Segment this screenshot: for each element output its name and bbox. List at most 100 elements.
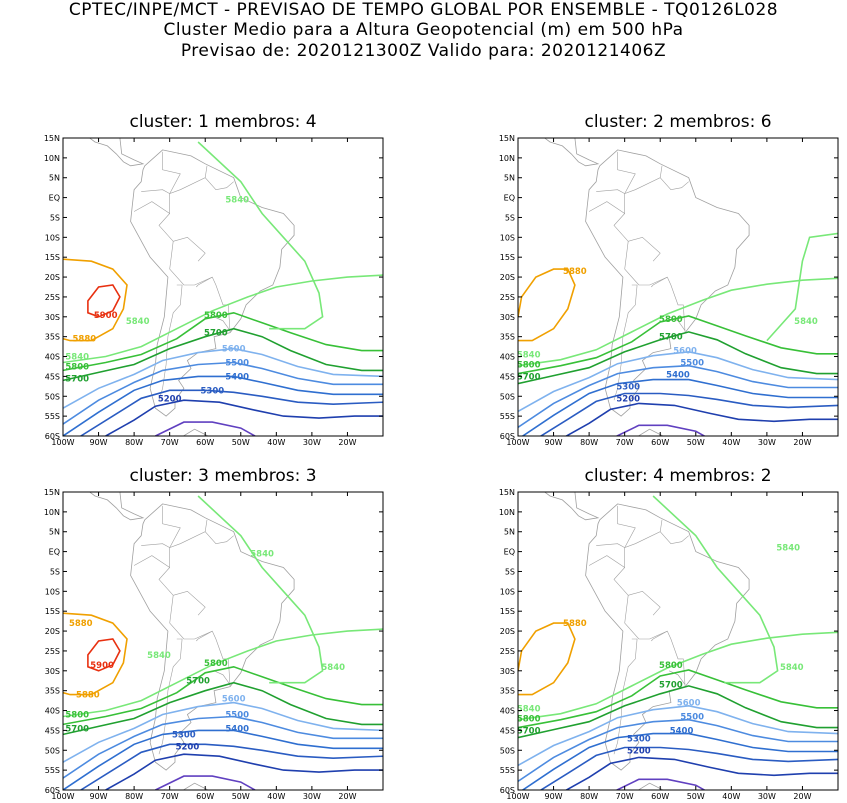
lat-tick-label: EQ — [504, 548, 515, 557]
lon-tick-label: 100W — [51, 792, 74, 801]
lat-tick-label: EQ — [49, 194, 60, 203]
contour-label: 5840 — [517, 705, 541, 715]
antarctic-peninsula-coastline — [637, 782, 664, 790]
contour-line-5300 — [80, 743, 383, 790]
contour-label: 5840 — [776, 544, 800, 554]
contour-label: 5840 — [321, 663, 345, 673]
contour-label: 5700 — [65, 724, 89, 734]
header-line-2: Cluster Medio para a Altura Geopotencial… — [163, 20, 684, 40]
country-border — [588, 201, 625, 214]
lon-tick-label: 90W — [90, 438, 108, 447]
country-border — [624, 622, 686, 687]
lat-tick-label: 35S — [45, 687, 60, 696]
country-border — [213, 316, 231, 331]
lon-tick-label: 30W — [758, 792, 776, 801]
contour-label: 5600 — [677, 699, 701, 709]
central-america-coastline — [88, 492, 145, 521]
lon-tick-label: 30W — [303, 792, 321, 801]
lon-tick-label: 50W — [687, 792, 705, 801]
lat-tick-label: 50S — [45, 392, 60, 401]
lat-tick-label: 25S — [500, 293, 515, 302]
contour-line-5840 — [63, 628, 383, 718]
country-border — [659, 531, 689, 545]
lat-tick-label: 5S — [50, 567, 60, 576]
lat-tick-label: 20S — [500, 273, 515, 282]
lat-tick-label: 60S — [45, 432, 60, 441]
lat-tick-label: 5S — [505, 567, 515, 576]
lat-tick-label: 5N — [49, 174, 60, 183]
lat-tick-label: 30S — [45, 313, 60, 322]
lat-tick-label: 10S — [500, 233, 515, 242]
contour-line-5100 — [155, 775, 256, 790]
lat-tick-label: 35S — [500, 687, 515, 696]
contour-label: 5880 — [72, 335, 96, 345]
contour-line-5880 — [518, 268, 576, 342]
country-border — [158, 284, 183, 401]
lon-tick-label: 60W — [651, 438, 669, 447]
lon-tick-label: 90W — [90, 792, 108, 801]
contour-label: 5900 — [94, 311, 118, 321]
lon-tick-label: 70W — [616, 438, 634, 447]
lat-tick-label: EQ — [49, 548, 60, 557]
contour-label: 5700 — [204, 329, 228, 339]
lat-tick-label: 50S — [45, 746, 60, 755]
contour-label: 5400 — [666, 370, 690, 380]
country-border — [596, 505, 636, 549]
lat-tick-label: 5N — [504, 528, 515, 537]
lat-tick-label: 50S — [500, 746, 515, 755]
lat-tick-label: 15N — [499, 134, 515, 143]
contour-line-5400 — [521, 378, 838, 436]
lon-tick-label: 80W — [125, 792, 143, 801]
country-border — [158, 519, 208, 624]
contour-line-5800 — [518, 669, 838, 729]
lat-tick-label: 55S — [500, 412, 515, 421]
lat-tick-label: 15S — [500, 253, 515, 262]
contour-label: 5200 — [616, 394, 640, 404]
contour-label: 5200 — [158, 394, 182, 404]
lat-tick-label: 10S — [500, 587, 515, 596]
contour-line-5100 — [155, 421, 256, 436]
lon-tick-label: 20W — [338, 792, 356, 801]
contour-line-5840-north — [197, 495, 324, 684]
contour-line-5300 — [539, 746, 838, 790]
central-america-coastline — [543, 492, 600, 521]
lat-tick-label: 60S — [500, 432, 515, 441]
lat-tick-label: 25S — [45, 293, 60, 302]
lat-tick-label: 35S — [500, 333, 515, 342]
lat-tick-label: 35S — [45, 333, 60, 342]
lat-tick-label: 60S — [45, 786, 60, 795]
antarctic-peninsula-coastline — [182, 428, 209, 436]
lon-tick-label: 40W — [267, 792, 285, 801]
country-border — [613, 519, 663, 624]
lon-tick-label: 100W — [506, 792, 529, 801]
contour-line-5600 — [518, 704, 838, 767]
lat-tick-label: 20S — [45, 273, 60, 282]
lat-tick-label: 45S — [45, 726, 60, 735]
lon-tick-label: 90W — [545, 792, 563, 801]
contour-line-5840 — [518, 631, 838, 721]
contour-label: 5800 — [517, 714, 541, 724]
lat-tick-label: 10S — [45, 587, 60, 596]
contour-label: 5400 — [225, 372, 249, 382]
lon-tick-label: 60W — [196, 792, 214, 801]
lat-tick-label: 45S — [500, 726, 515, 735]
lat-tick-label: 5N — [49, 528, 60, 537]
contour-label: 5700 — [659, 681, 683, 691]
contour-line-5300 — [539, 392, 838, 436]
country-border — [204, 531, 234, 545]
contour-label: 5840 — [517, 351, 541, 361]
lat-tick-label: 50S — [500, 392, 515, 401]
contour-label: 5840 — [225, 196, 249, 206]
map-frame — [517, 137, 839, 437]
contour-line-5840-north — [652, 495, 779, 684]
lat-tick-label: 10N — [44, 154, 60, 163]
lat-tick-label: 30S — [500, 313, 515, 322]
contour-line-5200 — [105, 753, 383, 790]
lon-tick-label: 70W — [161, 438, 179, 447]
lon-tick-label: 50W — [232, 438, 250, 447]
contour-line-5500 — [63, 715, 383, 779]
contour-line-5700 — [63, 681, 383, 736]
contour-label: 5300 — [200, 386, 224, 396]
contour-line-5200 — [564, 402, 838, 436]
